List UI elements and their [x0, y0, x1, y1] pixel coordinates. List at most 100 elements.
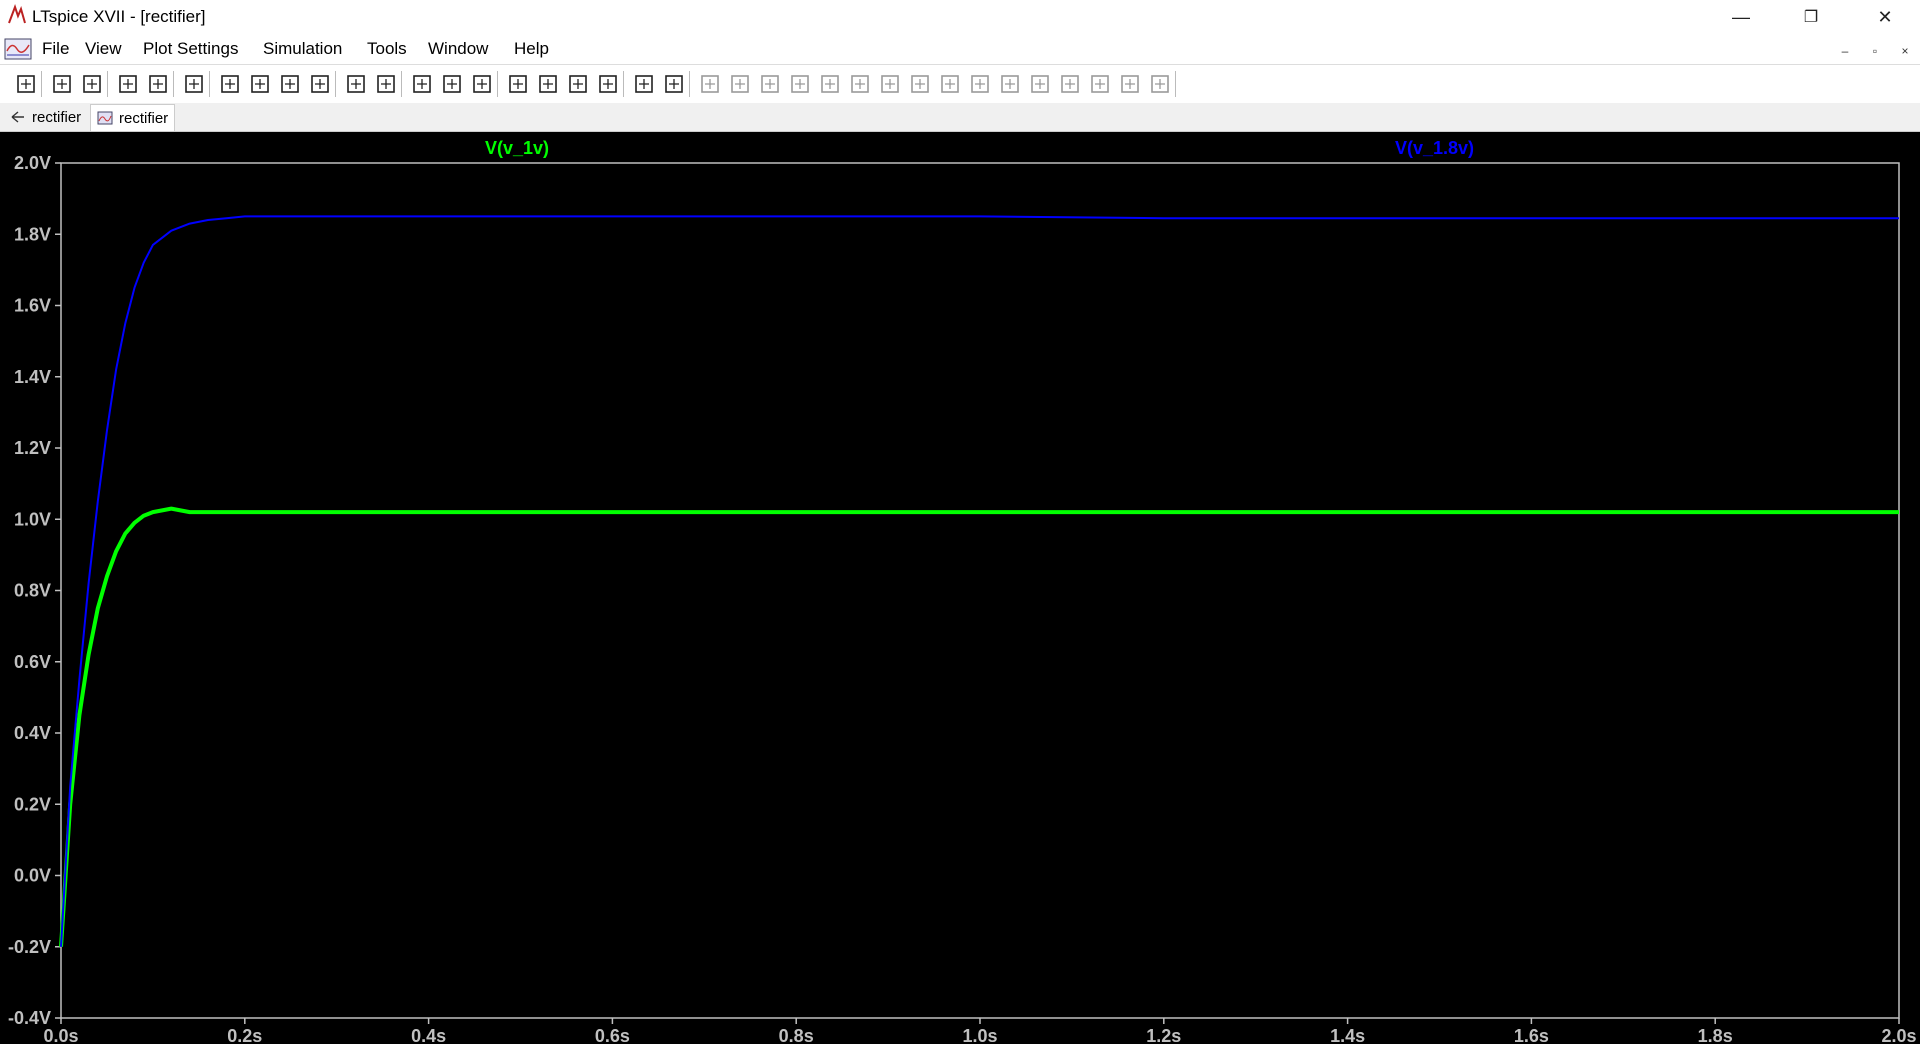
- diode-icon[interactable]: [878, 72, 902, 96]
- x-tick-label: 0.4s: [411, 1026, 446, 1044]
- move-icon[interactable]: [938, 72, 962, 96]
- capacitor-icon[interactable]: [818, 72, 842, 96]
- y-tick-label: -0.4V: [8, 1008, 51, 1028]
- toolbar-separator: [689, 71, 690, 97]
- y-tick-label: 0.2V: [14, 794, 51, 814]
- x-tick-label: 1.2s: [1146, 1026, 1181, 1044]
- waveform-icon: [97, 111, 113, 125]
- x-tick-label: 1.4s: [1330, 1026, 1365, 1044]
- y-tick-label: 1.0V: [14, 509, 51, 529]
- drag-icon[interactable]: [968, 72, 992, 96]
- x-tick-label: 0.0s: [43, 1026, 78, 1044]
- spice-directive-icon[interactable]: [1148, 72, 1172, 96]
- print-icon[interactable]: [632, 72, 656, 96]
- wire-icon[interactable]: [698, 72, 722, 96]
- tile-horizontally-icon[interactable]: [470, 72, 494, 96]
- tab-label: rectifier: [32, 108, 82, 126]
- y-tick-label: 2.0V: [14, 153, 51, 173]
- toolbar-separator: [623, 71, 624, 97]
- y-tick-label: 0.8V: [14, 581, 51, 601]
- resistor-icon[interactable]: [788, 72, 812, 96]
- y-tick-label: 0.0V: [14, 866, 51, 886]
- menu-help[interactable]: Help: [514, 39, 549, 58]
- autorange-icon[interactable]: [344, 72, 368, 96]
- title-bar: LTspice XVII - [rectifier] — ❐ ✕: [0, 0, 1920, 34]
- toolbar: [0, 64, 1920, 104]
- x-tick-label: 0.2s: [227, 1026, 262, 1044]
- zoom-area-icon[interactable]: [248, 72, 272, 96]
- close-button[interactable]: ✕: [1877, 6, 1893, 27]
- menu-simulation[interactable]: Simulation: [263, 39, 343, 58]
- zoom-out-icon[interactable]: [278, 72, 302, 96]
- y-tick-label: 1.8V: [14, 224, 51, 244]
- minimize-button[interactable]: —: [1732, 6, 1750, 27]
- x-tick-label: 0.6s: [595, 1026, 630, 1044]
- restore-button[interactable]: ❐: [1803, 9, 1819, 26]
- halt-icon[interactable]: [182, 72, 206, 96]
- zoom-cancel-icon[interactable]: [308, 72, 332, 96]
- mark-unused-icon[interactable]: [374, 72, 398, 96]
- x-tick-label: 0.8s: [779, 1026, 814, 1044]
- toolbar-separator: [41, 71, 42, 97]
- x-tick-label: 1.0s: [962, 1026, 997, 1044]
- y-tick-label: 1.2V: [14, 438, 51, 458]
- y-tick-label: 1.6V: [14, 296, 51, 316]
- x-tick-label: 2.0s: [1881, 1026, 1916, 1044]
- ground-icon[interactable]: [728, 72, 752, 96]
- menu-file[interactable]: File: [42, 39, 70, 58]
- rotate-icon[interactable]: [1058, 72, 1082, 96]
- trace-label-v-1-8v[interactable]: V(v_1.8v): [1395, 138, 1475, 158]
- print-setup-icon[interactable]: [662, 72, 686, 96]
- menu-window[interactable]: Window: [428, 39, 489, 58]
- waveform-plot[interactable]: 2.0V 1.8V 1.6V 1.4V 1.2V 1.0V 0.8V 0.6V 0.4V 0.2V…: [0, 132, 1920, 1044]
- y-tick-label: 1.4V: [14, 367, 51, 387]
- control-panel-icon[interactable]: [116, 72, 140, 96]
- ltspice-app-icon: [8, 4, 26, 24]
- x-tick-label: 1.6s: [1514, 1026, 1549, 1044]
- component-icon[interactable]: [908, 72, 932, 96]
- redo-icon[interactable]: [1028, 72, 1052, 96]
- toolbar-separator: [1175, 71, 1176, 97]
- undo-icon[interactable]: [998, 72, 1022, 96]
- save-icon[interactable]: [80, 72, 104, 96]
- mdi-minimize-button[interactable]: –: [1834, 40, 1856, 62]
- mirror-icon[interactable]: [1088, 72, 1112, 96]
- menu-bar: File View Plot Settings Simulation Tools…: [0, 34, 1920, 64]
- trace-v-1-8v[interactable]: [60, 215, 1899, 947]
- paste-icon[interactable]: [566, 72, 590, 96]
- menu-tools[interactable]: Tools: [367, 39, 407, 58]
- trace-label-v-1v[interactable]: V(v_1v): [485, 138, 550, 158]
- zoom-in-icon[interactable]: [218, 72, 242, 96]
- open-icon[interactable]: [50, 72, 74, 96]
- tab-waveform-rectifier[interactable]: rectifier: [90, 104, 176, 131]
- waveform-window-icon[interactable]: [4, 37, 32, 61]
- toolbar-separator: [173, 71, 174, 97]
- find-icon[interactable]: [596, 72, 620, 96]
- mdi-restore-button[interactable]: ▫: [1864, 40, 1886, 62]
- trace-v-1v[interactable]: [59, 506, 1899, 947]
- cascade-icon[interactable]: [440, 72, 464, 96]
- document-tab-bar: rectifier rectifier: [0, 103, 1920, 132]
- copy-icon[interactable]: [536, 72, 560, 96]
- cut-icon[interactable]: [506, 72, 530, 96]
- run-icon[interactable]: [146, 72, 170, 96]
- toolbar-separator: [107, 71, 108, 97]
- text-icon[interactable]: [1118, 72, 1142, 96]
- new-schematic-icon[interactable]: [14, 72, 38, 96]
- tab-label: rectifier: [119, 109, 169, 127]
- menu-view[interactable]: View: [85, 39, 122, 58]
- toolbar-separator: [497, 71, 498, 97]
- y-tick-label: 0.4V: [14, 723, 51, 743]
- mdi-close-button[interactable]: ×: [1894, 40, 1916, 62]
- label-net-icon[interactable]: [758, 72, 782, 96]
- tab-schematic-rectifier[interactable]: rectifier: [4, 104, 87, 130]
- inductor-icon[interactable]: [848, 72, 872, 96]
- tile-vertically-icon[interactable]: [410, 72, 434, 96]
- plot-frame: [60, 162, 1900, 1019]
- y-tick-label: -0.2V: [8, 937, 51, 957]
- menu-plot-settings[interactable]: Plot Settings: [143, 39, 239, 58]
- x-tick-label: 1.8s: [1698, 1026, 1733, 1044]
- toolbar-separator: [335, 71, 336, 97]
- waveform-plot-pane[interactable]: 2.0V 1.8V 1.6V 1.4V 1.2V 1.0V 0.8V 0.6V 0.4V 0.2V…: [0, 132, 1920, 1044]
- window-title: LTspice XVII - [rectifier]: [32, 7, 206, 26]
